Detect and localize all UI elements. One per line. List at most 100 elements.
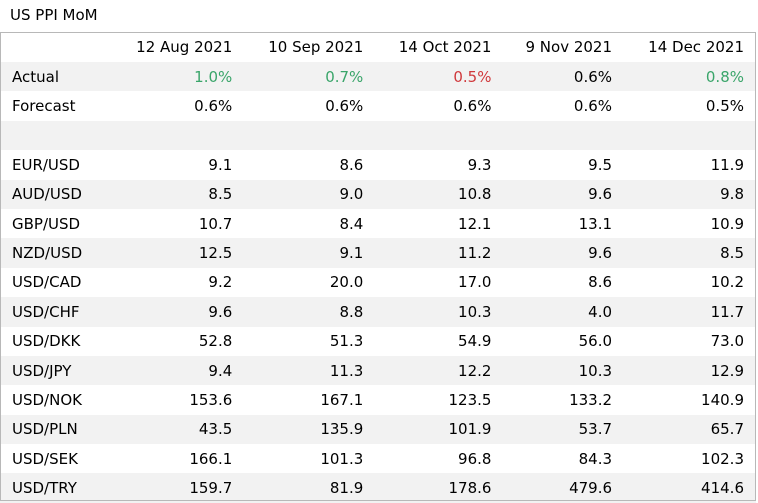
pair-value: 102.3 [701,449,744,468]
pair-value: 12.2 [375,355,504,386]
pair-value: 9.5 [588,155,613,174]
forecast-value: 0.6% [453,97,492,116]
actual-value: 0.6% [503,62,625,92]
actual-row: Actual 1.0% 0.7% 0.5% 0.6% 0.8% [0,62,756,92]
actual-value: 0.8% [624,62,756,92]
pair-value: 54.9 [458,332,492,351]
ppi-table: 12 Aug 2021 10 Sep 2021 14 Oct 2021 9 No… [0,32,756,503]
forecast-value: 0.6% [325,97,364,116]
pair-value: 56.0 [578,332,613,351]
pair-value: 8.6 [339,155,364,174]
pair-value: 10.8 [375,179,504,209]
pair-value: 9.3 [467,155,492,174]
pair-value: 17.0 [458,273,492,292]
pair-value: 9.6 [112,297,245,327]
pair-label: USD/PLN [0,414,112,445]
table-border [0,32,756,501]
pair-label: EUR/USD [12,155,80,174]
pair-label: GBP/USD [12,214,81,233]
pair-value: 11.2 [375,238,504,268]
pair-rows: EUR/USD 9.1 8.6 9.3 9.5 11.9 AUD/USD 8.5 9.0 10.8… [0,150,756,503]
spacer-cell [503,120,625,151]
pair-value: 10.3 [375,297,504,327]
pair-value: 10.3 [503,355,625,386]
spacer-cell [244,120,376,151]
pair-value: 479.6 [503,473,625,503]
pair-row: GBP/USD 10.7 8.4 12.1 13.1 10.9 [0,209,756,238]
pair-row: USD/DKK 52.8 51.3 54.9 56.0 73.0 [0,327,756,356]
pair-value: 9.4 [112,355,245,386]
pair-value: 10.7 [198,214,233,233]
pair-value: 9.6 [503,238,625,268]
pair-label: USD/CHF [0,297,112,327]
pair-value: 43.5 [112,414,245,445]
row-label: Forecast [12,97,76,116]
column-header: 14 Oct 2021 [398,38,492,56]
pair-value: 135.9 [244,414,376,445]
pair-value: 11.3 [244,355,376,386]
pair-value: 81.9 [244,473,376,503]
pair-row: EUR/USD 9.1 8.6 9.3 9.5 11.9 [0,150,756,179]
pair-value: 52.8 [198,332,233,351]
pair-value: 9.0 [244,179,376,209]
pair-row: USD/SEK 166.1 101.3 96.8 84.3 102.3 [0,444,756,473]
row-label: Actual [0,62,112,92]
pair-label: AUD/USD [0,179,112,209]
column-header: 10 Sep 2021 [268,38,364,56]
spacer-cell [0,120,112,151]
pair-value: 8.8 [244,297,376,327]
actual-value: 0.5% [375,62,504,92]
pair-value: 96.8 [458,449,492,468]
pair-value: 10.9 [710,214,744,233]
actual-value: 0.7% [244,62,376,92]
spacer-cell [375,120,504,151]
pair-value: 8.5 [112,179,245,209]
pair-value: 84.3 [578,449,613,468]
spacer-row [0,120,756,151]
pair-value: 13.1 [578,214,613,233]
pair-row: USD/TRY 159.7 81.9 178.6 479.6 414.6 [0,473,756,503]
pair-value: 9.8 [624,179,756,209]
pair-value: 159.7 [112,473,245,503]
pair-value: 414.6 [624,473,756,503]
pair-value: 101.3 [320,449,364,468]
pair-label: USD/DKK [12,332,81,351]
forecast-value: 0.6% [194,97,233,116]
spacer-cell [112,120,245,151]
pair-label: USD/NOK [12,390,82,409]
column-header: 9 Nov 2021 [525,38,613,56]
pair-label: USD/TRY [0,473,112,503]
pair-value: 12.5 [112,238,245,268]
pair-value: 20.0 [329,273,364,292]
pair-row: USD/PLN 43.5 135.9 101.9 53.7 65.7 [0,414,756,445]
pair-value: 9.2 [208,273,233,292]
pair-value: 53.7 [503,414,625,445]
pair-row: NZD/USD 12.5 9.1 11.2 9.6 8.5 [0,238,756,268]
pair-row: USD/CHF 9.6 8.8 10.3 4.0 11.7 [0,297,756,327]
pair-value: 4.0 [503,297,625,327]
pair-value: 10.2 [710,273,744,292]
pair-value: 166.1 [189,449,233,468]
pair-label: USD/CAD [12,273,82,292]
pair-value: 8.4 [339,214,364,233]
pair-value: 51.3 [329,332,364,351]
pair-value: 153.6 [189,390,233,409]
pair-value: 65.7 [624,414,756,445]
pair-value: 11.7 [624,297,756,327]
table-title: US PPI MoM [10,6,98,24]
pair-label: USD/JPY [0,355,112,386]
header-row: 12 Aug 2021 10 Sep 2021 14 Oct 2021 9 No… [0,32,756,62]
pair-value: 8.6 [588,273,613,292]
forecast-row: Forecast 0.6% 0.6% 0.6% 0.6% 0.5% [0,91,756,120]
pair-value: 73.0 [710,332,744,351]
pair-row: AUD/USD 8.5 9.0 10.8 9.6 9.8 [0,179,756,209]
pair-row: USD/NOK 153.6 167.1 123.5 133.2 140.9 [0,385,756,414]
pair-value: 8.5 [624,238,756,268]
pair-value: 12.9 [624,355,756,386]
pair-value: 140.9 [701,390,744,409]
actual-value: 1.0% [112,62,245,92]
pair-value: 133.2 [569,390,613,409]
pair-value: 101.9 [375,414,504,445]
forecast-value: 0.5% [705,97,744,116]
pair-label: USD/SEK [12,449,78,468]
